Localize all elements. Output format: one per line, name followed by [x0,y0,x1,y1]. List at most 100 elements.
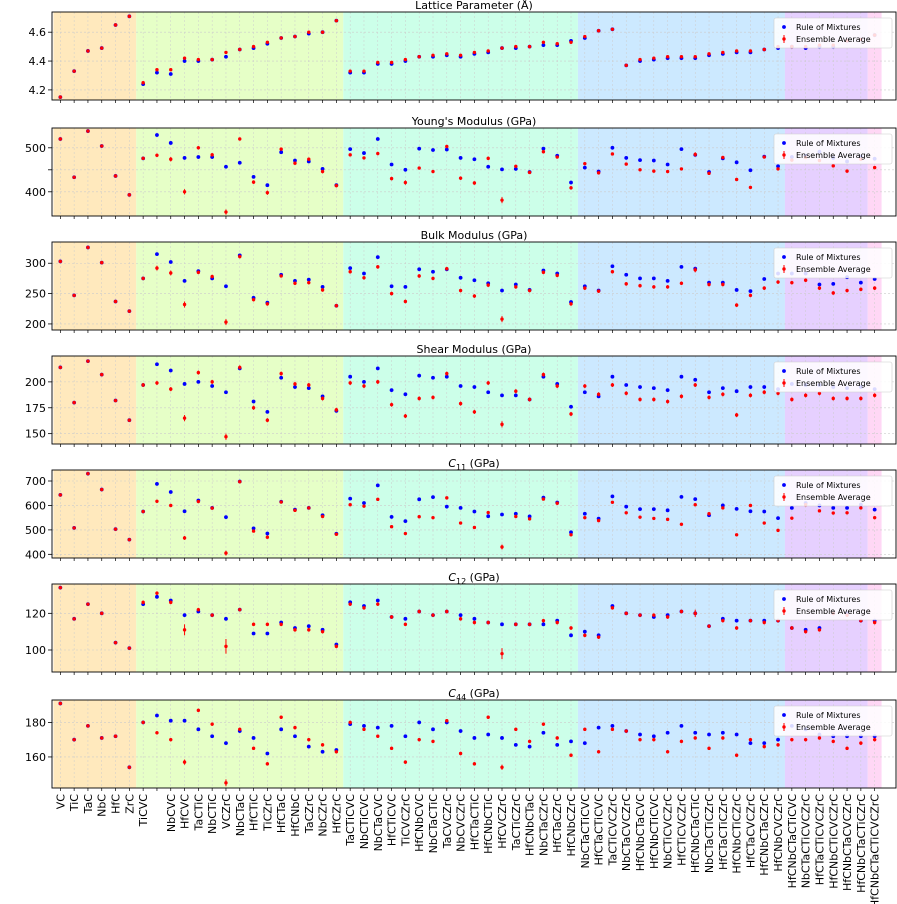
rule-of-mixtures-point [762,509,767,514]
ensemble-average-point [638,737,642,742]
ensemble-average-point [472,525,477,530]
ensemble-average-point [762,744,766,749]
ensemble-average-point [403,299,408,304]
ensemble-average-point [679,609,684,614]
ensemble-average-point [58,493,63,497]
rule-of-mixtures-point [665,730,670,735]
rule-of-mixtures-point [375,255,380,260]
ensemble-average-point [307,383,311,387]
legend-rom-label: Rule of Mixtures [796,595,860,604]
ensemble-average-point [859,741,863,745]
rule-of-mixtures-point [500,736,504,740]
ensemble-average-point [72,293,76,298]
x-tick-label: HfCVC [179,794,192,829]
rule-of-mixtures-point [168,718,173,723]
ensemble-average-point [555,501,559,505]
panel-title: Young's Modulus (GPa) [411,115,537,128]
ensemble-average-point [155,499,159,503]
x-tick-label: HfCTiCVC [386,794,399,846]
ensemble-average-point [431,276,435,281]
group-band-0 [53,700,137,788]
ensemble-average-point [555,736,559,740]
x-tick-label: NbCTiC [206,794,219,834]
rule-of-mixtures-point [458,613,463,618]
rule-of-mixtures-point [196,379,201,384]
y-tick-label: 4.4 [29,55,47,68]
rule-of-mixtures-point [541,43,546,48]
rule-of-mixtures-point [224,164,228,169]
ensemble-average-point [500,651,504,656]
y-tick-label: 180 [25,716,46,729]
ensemble-average-point [776,167,780,171]
x-tick-label: HfCTaCTiC [468,794,481,851]
panel-title: C12 (GPa) [448,571,499,586]
ensemble-average-point [251,44,256,49]
panel-frame [51,469,897,559]
rule-of-mixtures-point [293,734,297,739]
rule-of-mixtures-point [500,288,504,293]
ensemble-average-point [58,365,63,370]
ensemble-average-point [486,49,490,53]
y-tick-label: 100 [25,644,46,657]
ensemble-average-point [721,618,725,623]
panel-frame [51,241,897,331]
ensemble-average-point [100,372,104,377]
ensemble-average-point [707,512,711,516]
ensemble-average-point [265,622,270,627]
rule-of-mixtures-point [734,288,739,292]
ensemble-average-point [624,611,628,616]
ensemble-average-point [265,418,270,422]
rule-of-mixtures-point [182,59,187,63]
legend-rom-label: Rule of Mixtures [796,23,860,32]
rule-of-mixtures-point [237,160,242,165]
legend-rom-marker [782,141,786,145]
ensemble-average-point [514,285,518,289]
ensemble-average-point [472,410,477,414]
ensemble-average-point [155,153,159,157]
rule-of-mixtures-point [362,271,366,276]
rule-of-mixtures-point [472,509,477,514]
ensemble-average-point [596,392,601,397]
rule-of-mixtures-point [748,289,753,294]
ensemble-average-point [845,169,849,173]
ensemble-average-point [472,762,477,766]
y-tick-label: 4.2 [29,84,47,97]
rule-of-mixtures-point [513,511,518,516]
ensemble-average-point [210,506,214,510]
ensemble-average-point [610,383,615,387]
x-tick-label: HfC [110,794,123,814]
rule-of-mixtures-point [168,260,173,264]
ensemble-average-point [872,165,877,170]
rule-of-mixtures-point [375,483,380,488]
ensemble-average-point [817,286,822,290]
ensemble-average-point [845,396,849,401]
ensemble-average-point [389,525,394,529]
ensemble-average-point [486,715,490,719]
ensemble-average-point [541,150,546,154]
rule-of-mixtures-point [679,723,684,728]
rule-of-mixtures-point [720,503,725,508]
ensemble-average-point [458,751,463,756]
rule-of-mixtures-point [720,386,725,390]
ensemble-average-point [707,52,711,56]
ensemble-average-point [445,496,449,500]
ensemble-average-point [389,615,394,619]
ensemble-average-point [445,52,449,56]
ensemble-average-point [362,727,366,732]
ensemble-average-point [817,509,822,513]
x-tick-label: NbCTaCVCZrC [620,794,633,871]
ensemble-average-point [541,497,546,501]
ensemble-average-point [431,739,435,744]
ensemble-average-point [762,47,766,52]
ensemble-average-point [652,285,656,289]
ensemble-average-point [403,180,408,185]
ensemble-average-point [362,606,366,610]
ensemble-average-point [141,509,145,514]
ensemble-average-point [555,155,559,159]
ensemble-average-point [734,533,739,537]
ensemble-average-point [431,613,435,617]
ensemble-average-point [527,622,532,627]
rule-of-mixtures-point [734,160,739,165]
ensemble-average-point [376,497,380,502]
rule-of-mixtures-point [348,374,353,379]
